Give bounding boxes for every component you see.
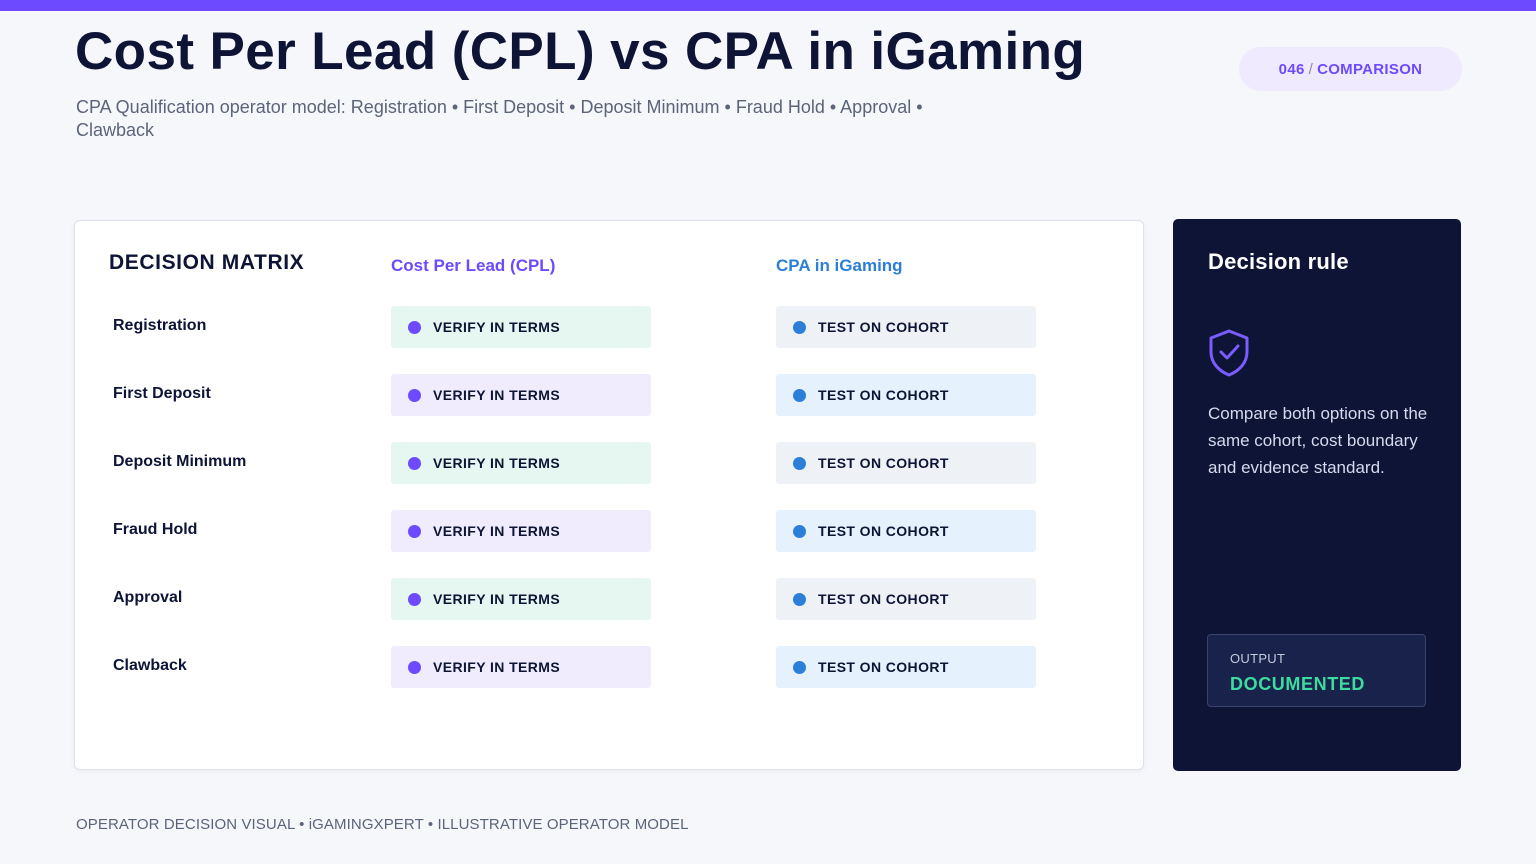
output-box: OUTPUT DOCUMENTED (1207, 634, 1426, 707)
cell-text: TEST ON COHORT (818, 591, 949, 607)
status-dot-icon (408, 320, 421, 334)
column-header-cpa: CPA in iGaming (776, 256, 903, 275)
output-label: OUTPUT (1230, 651, 1286, 666)
matrix-heading: DECISION MATRIX (109, 251, 305, 274)
cell-text: TEST ON COHORT (818, 387, 949, 403)
row-label-deposit-minimum: Deposit Minimum (113, 453, 247, 470)
status-dot-icon (793, 456, 806, 470)
cell-cpa-clawback: TEST ON COHORT (776, 646, 1036, 688)
row-label-first-deposit: First Deposit (113, 385, 211, 402)
cell-cpa-deposit-minimum: TEST ON COHORT (776, 442, 1036, 484)
badge-label: COMPARISON (1317, 60, 1423, 78)
status-dot-icon (793, 660, 806, 674)
comparison-badge: 046/COMPARISON (1239, 47, 1462, 91)
cell-cpa-fraud-hold: TEST ON COHORT (776, 510, 1036, 552)
cell-text: TEST ON COHORT (818, 455, 949, 471)
output-value: DOCUMENTED (1230, 674, 1365, 694)
cell-cpa-first-deposit: TEST ON COHORT (776, 374, 1036, 416)
badge-separator: / (1308, 60, 1314, 78)
row-label-registration: Registration (113, 317, 207, 334)
status-dot-icon (793, 320, 806, 334)
cell-cpl-clawback: VERIFY IN TERMS (391, 646, 651, 688)
decision-rule-text: Compare both options on the same cohort,… (1208, 404, 1428, 477)
status-dot-icon (408, 456, 421, 470)
cell-cpl-deposit-minimum: VERIFY IN TERMS (391, 442, 651, 484)
cell-text: VERIFY IN TERMS (433, 523, 561, 539)
cell-text: VERIFY IN TERMS (433, 659, 561, 675)
status-dot-icon (408, 524, 421, 538)
status-dot-icon (793, 524, 806, 538)
cell-text: TEST ON COHORT (818, 659, 949, 675)
cell-cpl-first-deposit: VERIFY IN TERMS (391, 374, 651, 416)
cell-text: VERIFY IN TERMS (433, 591, 561, 607)
footer-caption: OPERATOR DECISION VISUAL • iGAMINGXPERT … (76, 816, 689, 833)
cell-text: VERIFY IN TERMS (433, 455, 561, 471)
decision-matrix-card: DECISION MATRIX Cost Per Lead (CPL) CPA … (74, 220, 1144, 770)
cell-cpl-registration: VERIFY IN TERMS (391, 306, 651, 348)
status-dot-icon (793, 592, 806, 606)
cell-text: VERIFY IN TERMS (433, 319, 561, 335)
status-dot-icon (408, 660, 421, 674)
cell-text: TEST ON COHORT (818, 523, 949, 539)
status-dot-icon (408, 592, 421, 606)
page-subtitle: CPA Qualification operator model: Regist… (76, 97, 923, 140)
row-label-clawback: Clawback (113, 657, 187, 674)
cell-text: TEST ON COHORT (818, 319, 949, 335)
status-dot-icon (793, 388, 806, 402)
shield-check-icon (1209, 329, 1249, 377)
status-dot-icon (408, 388, 421, 402)
decision-rule-title: Decision rule (1208, 249, 1349, 274)
decision-rule-card: Decision rule Compare both options on th… (1173, 219, 1461, 771)
top-accent-bar (0, 0, 1536, 11)
cell-text: VERIFY IN TERMS (433, 387, 561, 403)
row-label-approval: Approval (113, 589, 183, 606)
cell-cpa-approval: TEST ON COHORT (776, 578, 1036, 620)
row-label-fraud-hold: Fraud Hold (113, 521, 198, 538)
cell-cpa-registration: TEST ON COHORT (776, 306, 1036, 348)
cell-cpl-approval: VERIFY IN TERMS (391, 578, 651, 620)
column-header-cpl: Cost Per Lead (CPL) (391, 256, 556, 275)
badge-number: 046 (1278, 60, 1305, 78)
page-title: Cost Per Lead (CPL) vs CPA in iGaming (75, 22, 1086, 81)
cell-cpl-fraud-hold: VERIFY IN TERMS (391, 510, 651, 552)
